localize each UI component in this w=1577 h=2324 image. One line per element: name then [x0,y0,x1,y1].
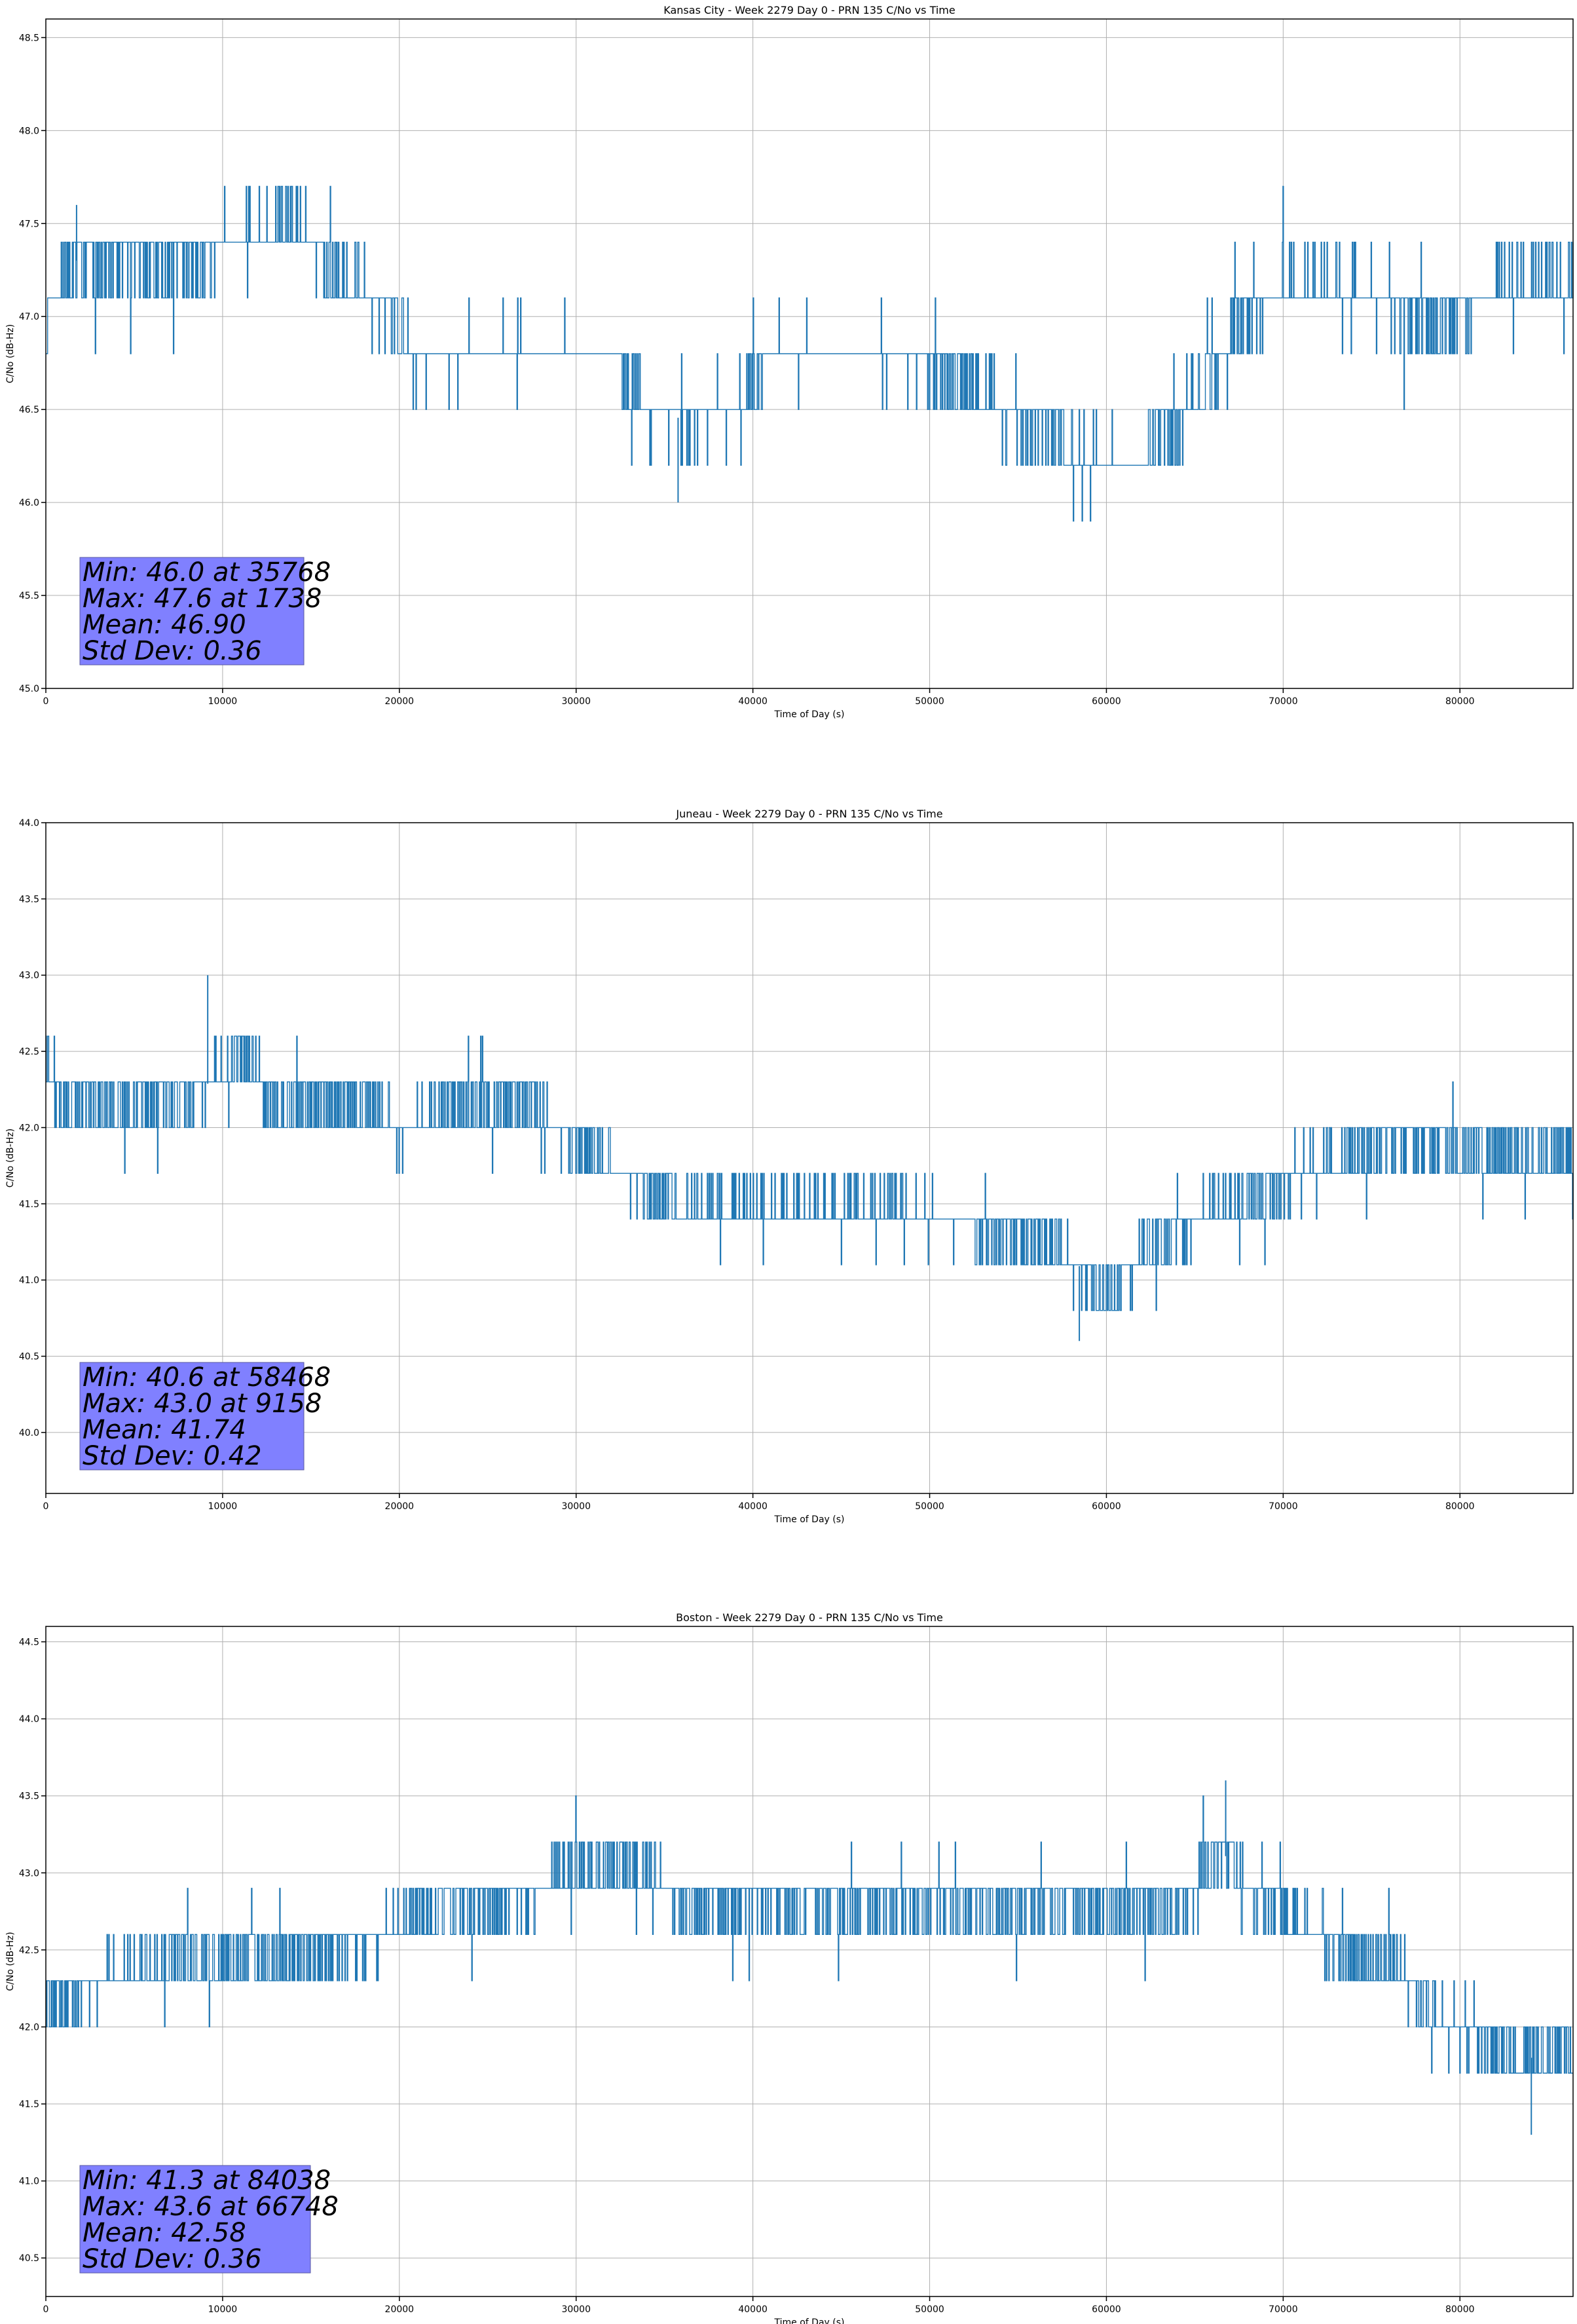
chart-title: Kansas City - Week 2279 Day 0 - PRN 135 … [663,4,955,16]
cno-series-line [46,185,1574,522]
chart-title: Boston - Week 2279 Day 0 - PRN 135 C/No … [676,1611,943,1624]
x-axis-label: Time of Day (s) [774,709,845,720]
stat-min: Min: 46.0 at 35768 [83,557,331,588]
stat-max: Max: 43.0 at 9158 [83,1389,322,1419]
x-tick-label: 40000 [738,2304,768,2315]
x-tick-label: 10000 [208,2304,238,2315]
stat-max: Max: 47.6 at 1738 [83,584,322,614]
x-tick-label: 80000 [1445,1501,1475,1512]
stat-mean: Mean: 46.90 [83,610,246,640]
y-tick-label: 42.0 [19,2022,39,2033]
stat-min: Min: 40.6 at 58468 [83,1362,331,1393]
stats-box-background [79,1362,305,1471]
x-tick-label: 30000 [561,696,591,707]
y-tick-label: 48.0 [19,126,39,136]
chart-boston: 0 10000 20000 30000 40000 50000 60000 70000 8000… [5,1611,1574,2324]
x-tick-label: 70000 [1269,696,1298,707]
x-tick-label: 0 [43,696,49,707]
y-tick-label: 40.5 [19,2253,39,2264]
y-tick-label: 47.0 [19,312,39,322]
y-tick-label: 43.5 [19,1791,39,1802]
y-tick-label: 47.5 [19,219,39,229]
cno-series-line [46,1795,1573,2074]
chart-juneau: 0 10000 20000 30000 40000 50000 60000 70000 8000… [5,808,1574,1525]
y-tick-label: 41.5 [19,2099,39,2110]
y-axis-label: C/No (dB-Hz) [5,324,16,383]
x-tick-label: 40000 [738,1501,768,1512]
x-tick-label: 80000 [1445,696,1475,707]
x-tick-label: 20000 [385,696,415,707]
y-tick-label: 40.0 [19,1428,39,1438]
y-tick-label: 48.5 [19,33,39,43]
stat-std-dev: Std Dev: 0.36 [83,2244,262,2274]
y-tick-label: 43.5 [19,894,39,905]
y-tick-label: 46.5 [19,405,39,415]
chart-kansas-city: 0 10000 20000 30000 40000 50000 60000 70000 8000… [5,4,1574,720]
axes-frame [45,822,1574,1494]
y-tick-label: 40.5 [19,1352,39,1362]
x-axis-label: Time of Day (s) [774,1514,845,1525]
x-axis-label: Time of Day (s) [774,2317,845,2324]
stat-std-dev: Std Dev: 0.42 [83,1441,262,1471]
y-tick-label: 42.0 [19,1123,39,1133]
x-tick-label: 70000 [1269,1501,1298,1512]
cno-series-line [46,1036,1574,1311]
y-axis-label: C/No (dB-Hz) [5,1129,16,1188]
axes-frame [45,18,1574,689]
x-tick-label: 20000 [385,2304,415,2315]
stats-box-background [79,2165,311,2274]
x-tick-label: 50000 [915,1501,944,1512]
y-tick-label: 44.0 [19,818,39,829]
x-tick-label: 30000 [561,1501,591,1512]
y-tick-label: 42.5 [19,1945,39,1956]
stat-max: Max: 43.6 at 66748 [83,2192,339,2222]
chart-title: Juneau - Week 2279 Day 0 - PRN 135 C/No … [675,808,942,820]
x-tick-label: 0 [43,2304,49,2315]
y-tick-label: 45.0 [19,684,39,694]
y-tick-label: 44.0 [19,1714,39,1725]
x-tick-label: 50000 [915,696,944,707]
y-tick-label: 44.5 [19,1638,39,1648]
y-axis-label: C/No (dB-Hz) [5,1932,16,1991]
y-tick-label: 45.5 [19,591,39,601]
y-tick-label: 46.0 [19,498,39,508]
x-tick-label: 20000 [385,1501,415,1512]
y-tick-label: 41.5 [19,1199,39,1210]
stat-mean: Mean: 42.58 [83,2218,246,2248]
x-tick-label: 70000 [1269,2304,1298,2315]
y-tick-label: 43.0 [19,971,39,981]
stat-mean: Mean: 41.74 [83,1415,246,1445]
x-tick-label: 10000 [208,1501,238,1512]
y-tick-label: 43.0 [19,1868,39,1879]
x-tick-label: 60000 [1092,696,1121,707]
y-tick-label: 41.0 [19,1275,39,1286]
x-tick-label: 0 [43,1501,49,1512]
x-tick-label: 10000 [208,696,238,707]
x-tick-label: 40000 [738,696,768,707]
axes-frame [45,1626,1574,2297]
y-tick-label: 41.0 [19,2177,39,2187]
stat-std-dev: Std Dev: 0.36 [83,636,262,666]
x-tick-label: 60000 [1092,2304,1121,2315]
stats-box-background [79,557,305,665]
stat-min: Min: 41.3 at 84038 [83,2165,331,2196]
y-tick-label: 42.5 [19,1047,39,1057]
x-tick-label: 30000 [561,2304,591,2315]
x-tick-label: 60000 [1092,1501,1121,1512]
x-tick-label: 50000 [915,2304,944,2315]
x-tick-label: 80000 [1445,2304,1475,2315]
